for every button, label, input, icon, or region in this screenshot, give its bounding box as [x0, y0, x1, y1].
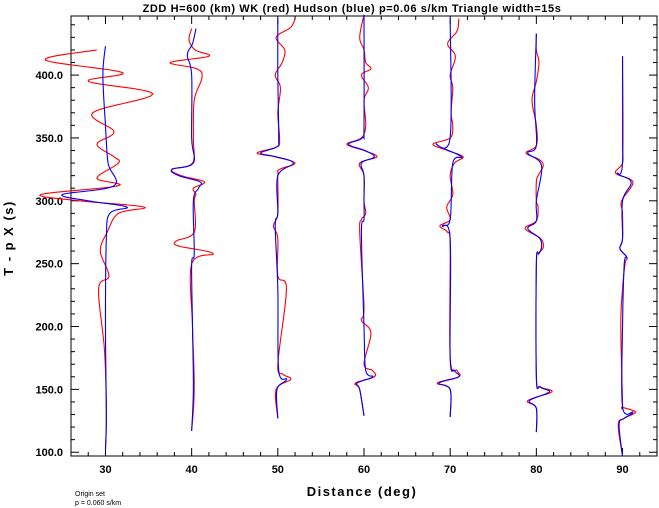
x-tick-label: 60	[358, 464, 370, 476]
hudson-trace-30	[61, 46, 129, 450]
trace-group	[38, 14, 637, 457]
y-tick-label: 100.0	[35, 447, 63, 459]
hudson-trace-80	[527, 33, 551, 433]
axis-ticks: 30 40 50 60 70 80 90100.0150.0200.0250.0300.03…	[35, 16, 657, 476]
wk-trace-70	[432, 18, 464, 418]
y-tick-label: 400.0	[35, 70, 63, 82]
x-tick-label: 50	[272, 464, 284, 476]
x-tick-label: 70	[444, 464, 456, 476]
y-tick-label: 200.0	[35, 322, 63, 334]
hudson-trace-70	[435, 18, 463, 418]
y-tick-label: 250.0	[35, 259, 63, 271]
hudson-trace-40	[170, 28, 203, 431]
footnote-origin: Origin set	[75, 491, 105, 498]
x-tick-label: 90	[616, 464, 628, 476]
y-tick-label: 150.0	[35, 384, 63, 396]
footnote-slowness: p = 0.060 s/km	[75, 500, 121, 507]
wk-trace-80	[524, 33, 553, 433]
y-axis-label: T - p X (s)	[1, 200, 16, 276]
wk-trace-60	[346, 14, 378, 416]
wk-trace-30	[38, 49, 154, 450]
wk-trace-40	[169, 28, 214, 431]
wk-trace-90	[614, 56, 637, 457]
hudson-trace-60	[347, 14, 375, 416]
x-tick-label: 40	[186, 464, 198, 476]
x-axis-label: Distance (deg)	[307, 484, 418, 499]
x-tick-label: 30	[99, 464, 111, 476]
y-tick-label: 350.0	[35, 133, 63, 145]
chart-title: ZDD H=600 (km) WK (red) Hudson (blue) p=…	[143, 3, 562, 15]
hudson-trace-50	[259, 18, 294, 419]
hudson-trace-90	[616, 56, 634, 457]
x-tick-label: 80	[530, 464, 542, 476]
